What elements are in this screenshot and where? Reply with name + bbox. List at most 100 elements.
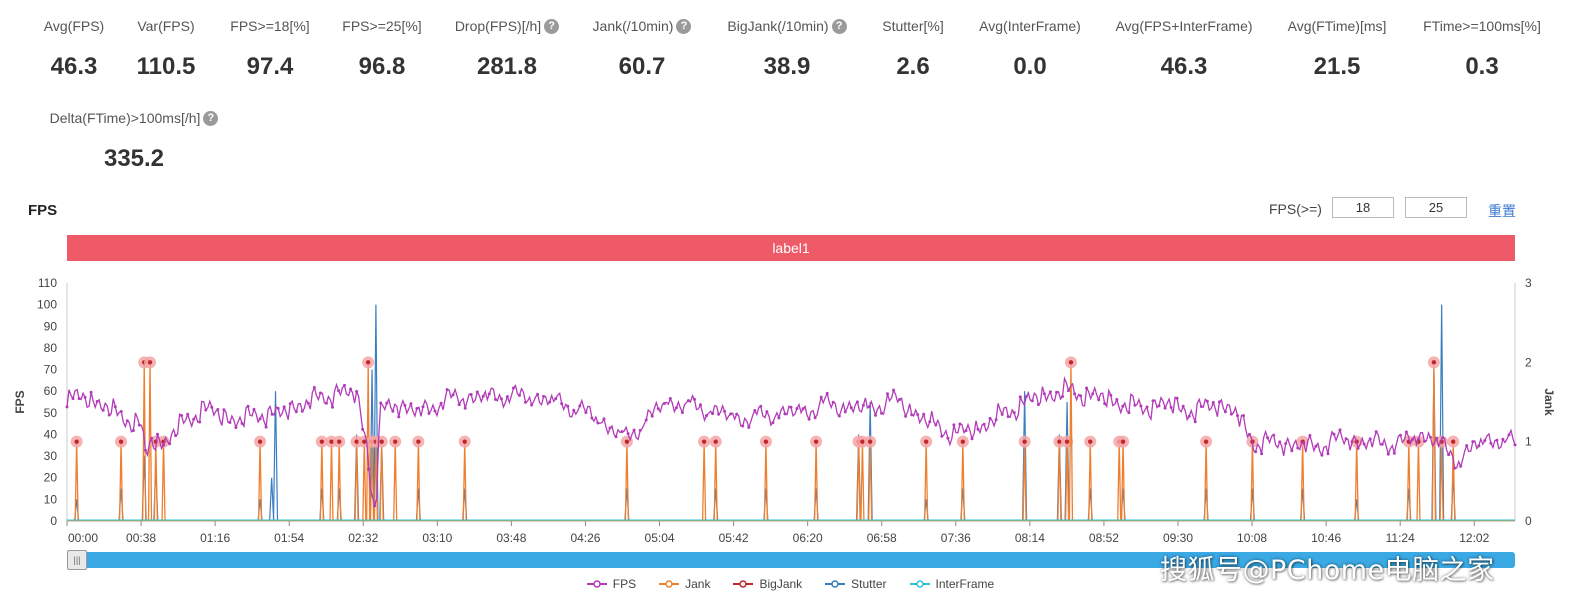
jank-point — [763, 439, 769, 444]
fps-point — [1024, 395, 1028, 399]
y-tick-label: 40 — [44, 427, 58, 441]
jank-spike — [923, 441, 929, 522]
fps-point — [548, 400, 552, 404]
fps-point — [1254, 450, 1258, 454]
stat-value: 46.3 — [1160, 53, 1208, 80]
fps-point — [1489, 441, 1493, 445]
jank-spike — [860, 441, 865, 522]
legend-item-interframe[interactable]: InterFrame — [909, 577, 994, 591]
fps-point — [391, 409, 395, 413]
help-icon[interactable]: ? — [544, 18, 560, 34]
stat-item: Avg(InterFrame) 0.0 — [920, 18, 1140, 81]
fps-point — [747, 425, 751, 429]
fps-point — [1404, 430, 1408, 434]
fps-point — [1278, 440, 1282, 444]
stutter-spike — [369, 369, 375, 522]
stat-item: Delta(FTime)>100ms[/h]? 335.2 — [24, 110, 244, 173]
label-bar[interactable]: label1 — [67, 235, 1515, 261]
help-icon[interactable]: ? — [203, 110, 219, 126]
fps-point — [77, 397, 81, 401]
fps-point — [246, 404, 250, 408]
stat-item: Stutter[%] 2.6 — [803, 18, 1023, 81]
jank-spike — [362, 441, 367, 522]
fps-point — [1266, 436, 1270, 440]
jank-point — [416, 439, 421, 444]
jank-point — [1068, 360, 1074, 365]
fps-point — [1272, 433, 1276, 437]
fps-point — [385, 401, 389, 405]
fps-point — [1236, 414, 1239, 418]
fps-point — [475, 390, 479, 394]
fps-point — [1441, 436, 1445, 440]
fps-point — [608, 426, 612, 430]
fps-point — [819, 395, 823, 399]
fps-point — [542, 394, 546, 398]
fps-point — [228, 421, 232, 424]
fps-point — [1314, 444, 1318, 448]
stat-label: Drop(FPS)[/h]? — [455, 18, 560, 34]
jank-point — [319, 439, 325, 444]
fps-point — [1169, 405, 1173, 409]
fps-point — [240, 421, 244, 425]
jank-spike — [1088, 441, 1093, 522]
jank-point — [1057, 439, 1062, 444]
fps-point — [801, 407, 805, 411]
fps-point — [1302, 441, 1306, 445]
fps-threshold-high-input[interactable] — [1405, 197, 1467, 218]
stat-label-text: Stutter[%] — [882, 18, 944, 34]
fps-point — [729, 412, 733, 416]
y-axis-title: FPS — [13, 390, 27, 413]
fps-point — [1296, 446, 1300, 450]
fps-point — [427, 411, 431, 415]
stat-label: FTime>=100ms[%] — [1423, 18, 1541, 34]
fps-point — [988, 416, 992, 420]
y-tick-label: 20 — [44, 471, 58, 485]
y2-tick-label: 1 — [1525, 435, 1532, 449]
jank-point — [1203, 439, 1209, 444]
fps-threshold-low-input[interactable] — [1332, 197, 1394, 218]
fps-point — [397, 415, 401, 419]
stat-value: 335.2 — [103, 145, 165, 172]
legend-item-jank[interactable]: Jank — [658, 577, 710, 591]
jank-point — [1022, 439, 1027, 444]
zoom-slider-track[interactable] — [67, 552, 1515, 568]
stat-value: 0.3 — [1465, 53, 1499, 80]
stat-label: Var(FPS) — [137, 18, 194, 34]
fps-point — [337, 389, 340, 393]
fps-point — [1483, 439, 1487, 443]
zoom-slider-handle[interactable]: ||| — [67, 550, 87, 570]
fps-point — [837, 414, 841, 418]
legend-item-bigjank[interactable]: BigJank — [732, 577, 802, 591]
legend-item-stutter[interactable]: Stutter — [824, 577, 887, 591]
fps-point — [578, 404, 582, 408]
fps-point — [898, 398, 902, 401]
stat-label-text: Avg(FPS+InterFrame) — [1115, 18, 1253, 34]
fps-point — [1217, 400, 1221, 404]
help-icon[interactable]: ? — [831, 18, 847, 34]
stat-value: 38.9 — [763, 53, 811, 80]
fps-point — [469, 393, 473, 396]
fps-point — [1006, 415, 1010, 419]
fps-point — [379, 401, 383, 405]
help-icon[interactable]: ? — [676, 18, 692, 34]
stat-item: Avg(FTime)[ms] 21.5 — [1227, 18, 1447, 81]
legend-item-fps[interactable]: FPS — [586, 577, 636, 591]
fps-point — [89, 390, 93, 394]
fps-point — [843, 410, 847, 414]
fps-point — [777, 416, 781, 420]
stat-label: Avg(FTime)[ms] — [1288, 18, 1387, 34]
legend-swatch-icon — [733, 580, 754, 588]
fps-point — [554, 397, 558, 401]
jank-point — [960, 439, 966, 444]
y-tick-label: 50 — [44, 406, 58, 420]
fps-point — [705, 414, 708, 418]
x-tick-label: 10:46 — [1311, 531, 1341, 542]
reset-button[interactable]: 重置 — [1488, 203, 1516, 219]
fps-point — [198, 420, 202, 424]
fps-point — [855, 400, 859, 404]
stutter-spike — [373, 304, 379, 522]
fps-point — [602, 417, 606, 421]
fps-point — [1290, 449, 1294, 453]
jank-spike — [763, 441, 769, 522]
fps-threshold-label: FPS(>=) — [1269, 201, 1322, 217]
